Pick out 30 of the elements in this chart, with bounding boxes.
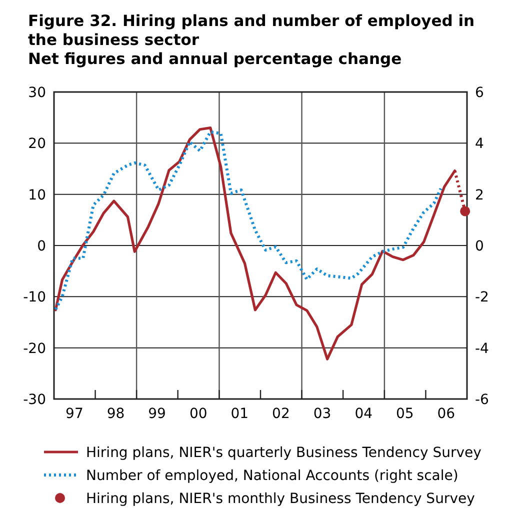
- x-tick-label: 00: [190, 406, 208, 422]
- x-tick-label: 06: [437, 406, 456, 422]
- legend-label: Hiring plans, NIER's monthly Business Tendency Survey: [86, 491, 475, 507]
- y-tick-label: 30: [28, 85, 46, 101]
- y2-tick-label: 2: [475, 187, 484, 204]
- x-tick-label: 99: [148, 406, 166, 422]
- y2-tick-label: 6: [475, 85, 484, 101]
- chart-subtitle: Net figures and annual percentage change: [28, 50, 402, 68]
- y2-tick-label: -2: [475, 290, 489, 306]
- y-tick-label: -30: [23, 392, 46, 408]
- legend-label: Number of employed, National Accounts (right scale): [86, 468, 458, 484]
- x-tick-label: 98: [106, 406, 125, 422]
- y2-tick-label: -4: [475, 340, 490, 357]
- x-tick-label: 01: [230, 406, 249, 422]
- y2-tick-label: 0: [475, 238, 484, 254]
- chart-title: Figure 32. Hiring plans and number of employed in the business sector: [28, 12, 475, 49]
- y-tick-label: 20: [28, 136, 46, 152]
- y2-tick-label: -6: [475, 392, 490, 408]
- line-series: [54, 130, 442, 311]
- y-tick-label: -10: [23, 290, 46, 306]
- x-tick-label: 02: [272, 406, 290, 422]
- y-tick-label: 10: [28, 187, 46, 204]
- y-tick-label: 0: [37, 238, 46, 254]
- legend-label: Hiring plans, NIER's quarterly Business Tendency Survey: [86, 445, 482, 461]
- x-tick-label: 03: [313, 406, 332, 422]
- y-tick-label: -20: [23, 340, 46, 357]
- y2-tick-label: 4: [475, 136, 484, 152]
- x-tick-label: 04: [354, 406, 373, 422]
- x-tick-label: 97: [66, 406, 84, 422]
- x-tick-label: 05: [396, 406, 414, 422]
